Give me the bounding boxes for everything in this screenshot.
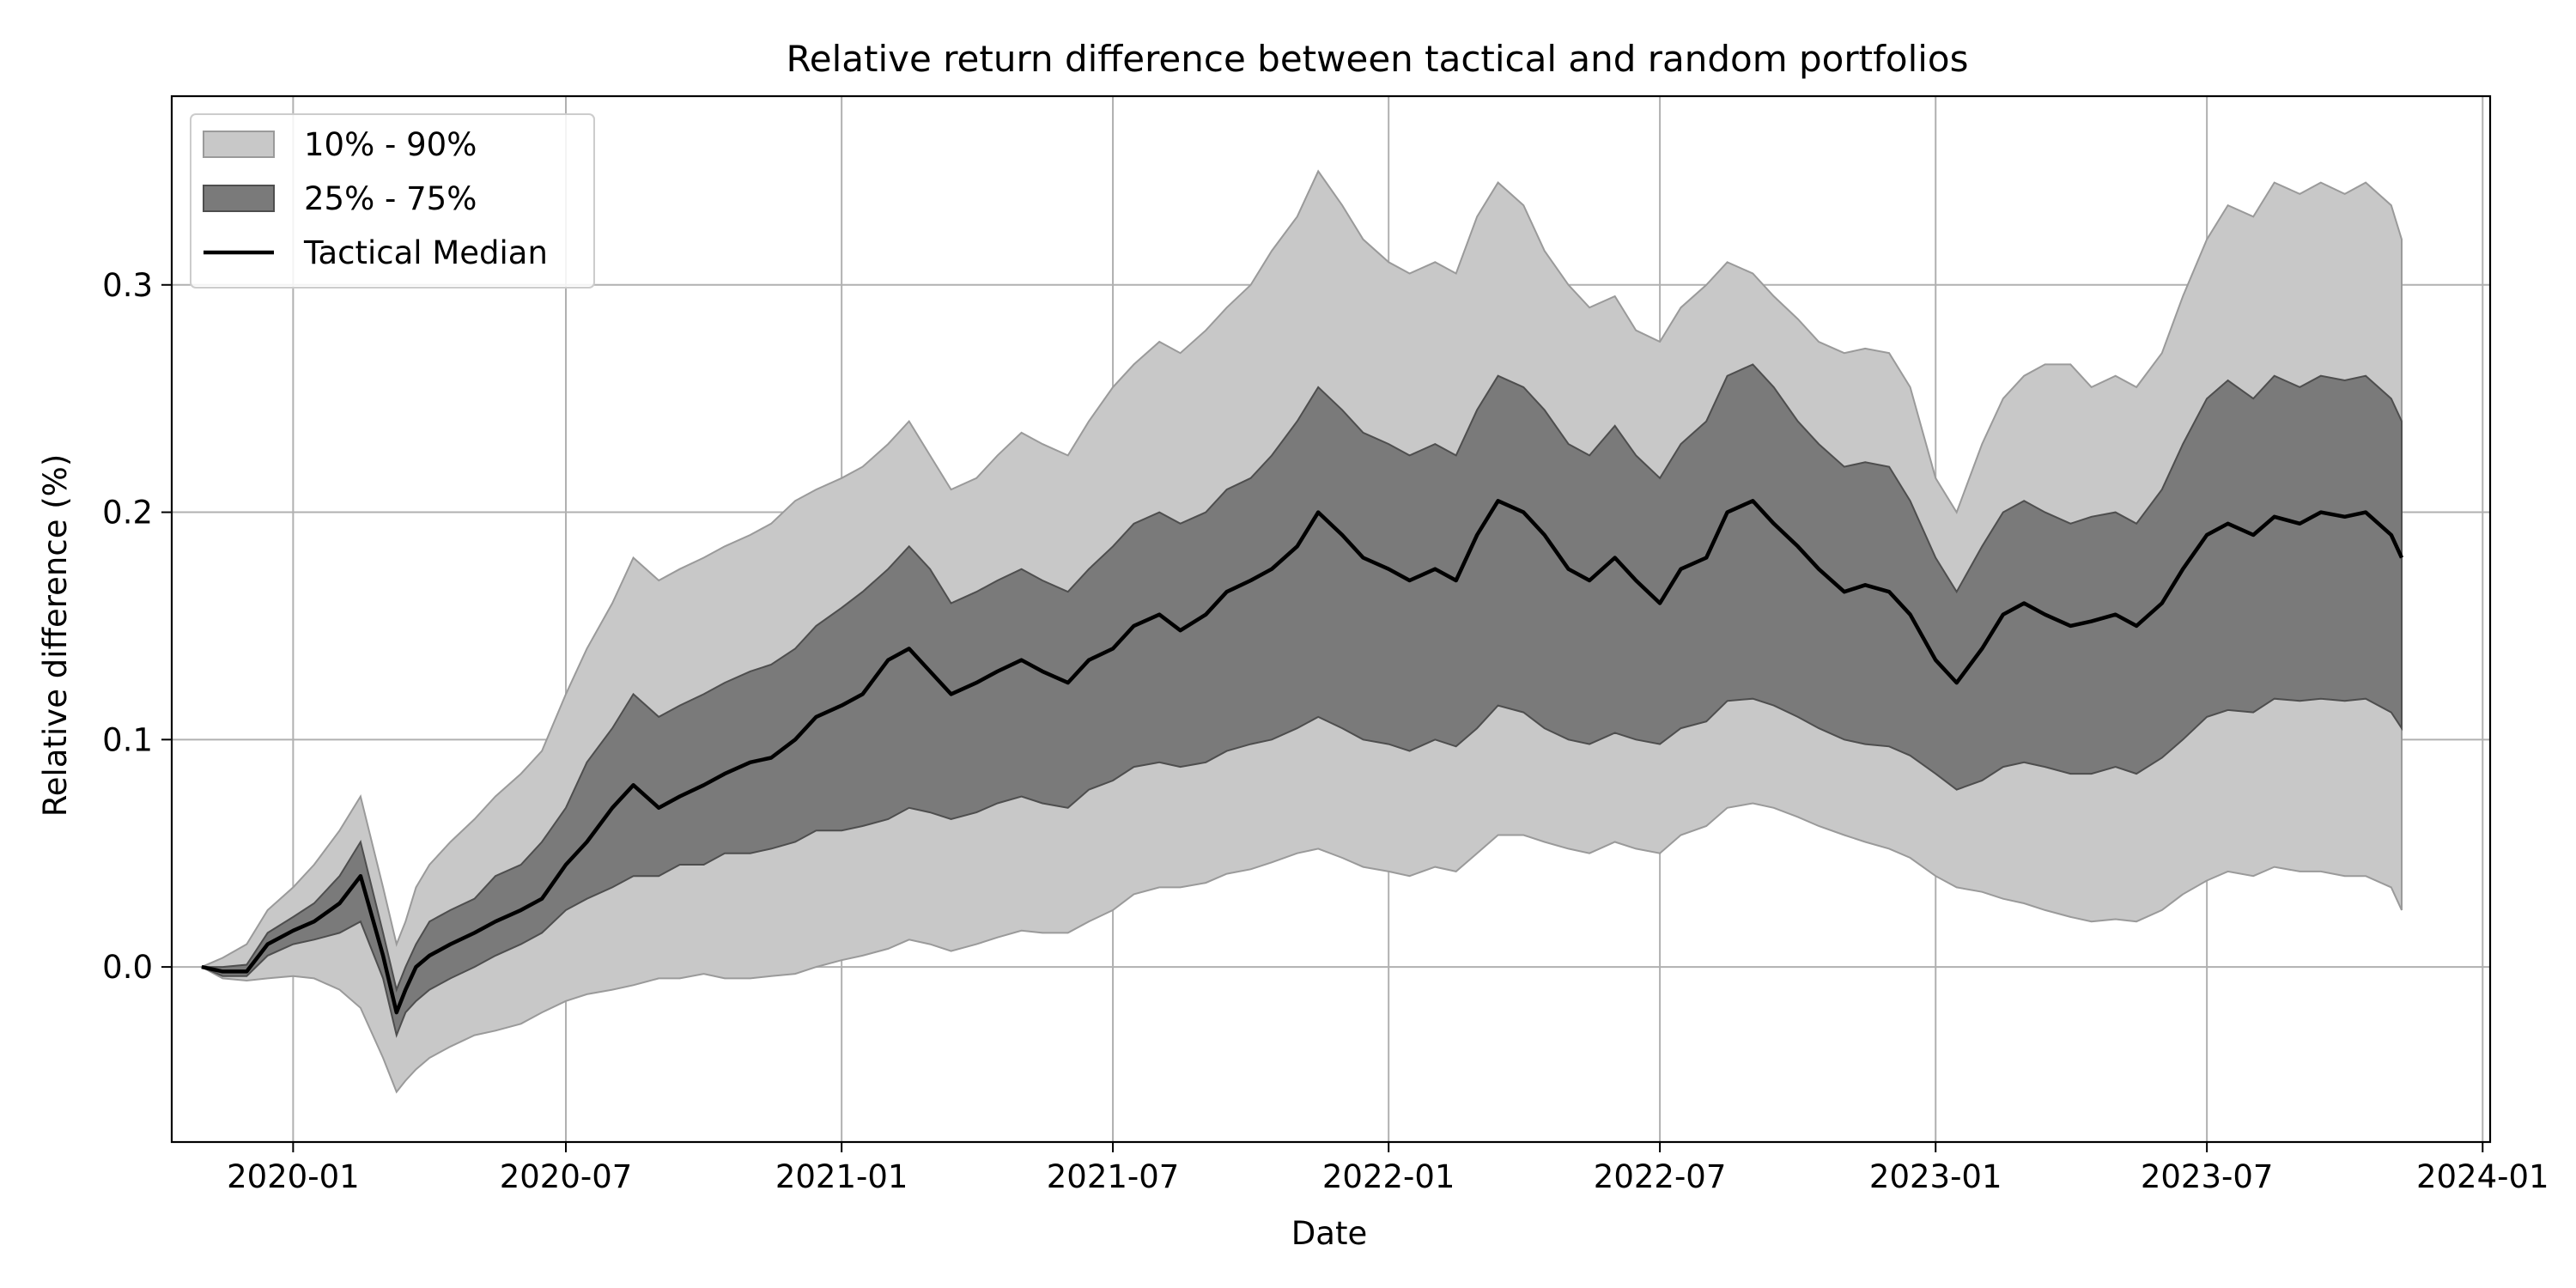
- y-tick-label: 0.0: [102, 949, 153, 986]
- y-tick-label: 0.2: [102, 495, 153, 532]
- x-tick-label: 2022-07: [1594, 1158, 1727, 1195]
- legend-label: 10% - 90%: [304, 126, 477, 163]
- x-axis: 2020-01 2020-07 2021-01 2021-07 2022-01 2022-…: [227, 1142, 2549, 1195]
- bands: [199, 169, 2403, 1094]
- y-tick-label: 0.3: [102, 267, 153, 304]
- legend-label: Tactical Median: [303, 234, 548, 271]
- legend-label: 25% - 75%: [304, 180, 477, 217]
- median-series: [201, 499, 2404, 1015]
- legend: 10% - 90% 25% - 75% Tactical Median: [190, 113, 595, 289]
- legend-swatch: [203, 131, 275, 158]
- x-tick-label: 2023-01: [1869, 1158, 2002, 1195]
- x-axis-label: Date: [1291, 1215, 1367, 1252]
- x-tick-label: 2020-07: [500, 1158, 633, 1195]
- median-line: [201, 499, 2404, 1015]
- y-tick-label: 0.1: [102, 721, 153, 758]
- x-tick-label: 2021-07: [1047, 1158, 1180, 1195]
- chart-title: Relative return difference between tacti…: [786, 38, 1968, 80]
- x-tick-label: 2020-01: [227, 1158, 360, 1195]
- y-axis: 0.0 0.1 0.2 0.3: [102, 267, 172, 986]
- legend-box: [190, 113, 595, 289]
- x-tick-label: 2024-01: [2416, 1158, 2549, 1195]
- x-tick-label: 2022-01: [1322, 1158, 1455, 1195]
- x-tick-label: 2021-01: [775, 1158, 908, 1195]
- plot-area-frame: [170, 94, 2492, 1144]
- x-tick-label: 2023-07: [2141, 1158, 2274, 1195]
- legend-swatch: [203, 185, 275, 212]
- band-25-75: [201, 363, 2403, 1038]
- y-axis-label: Relative difference (%): [37, 454, 74, 817]
